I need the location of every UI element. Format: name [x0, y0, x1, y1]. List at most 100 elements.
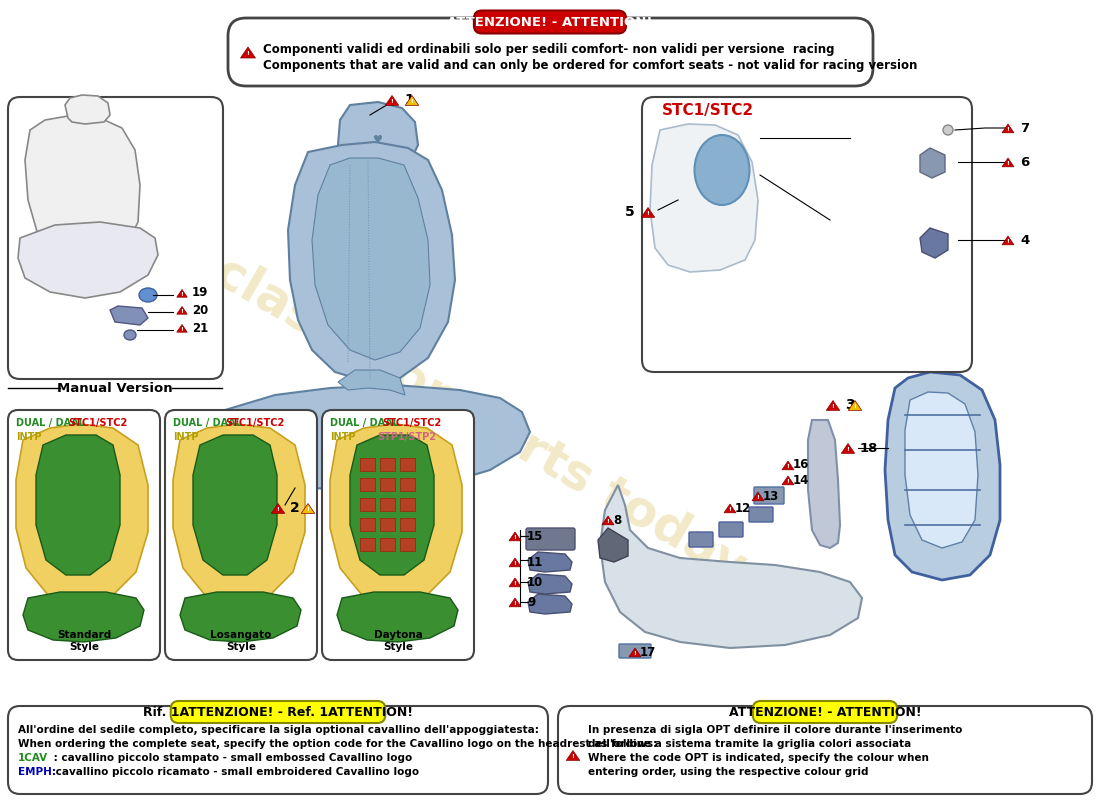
- Text: dell'ordine a sistema tramite la griglia colori associata: dell'ordine a sistema tramite la griglia…: [588, 739, 911, 749]
- Polygon shape: [177, 306, 187, 314]
- Text: Losangato
Style: Losangato Style: [210, 630, 272, 652]
- Bar: [360, 538, 375, 551]
- Bar: [400, 518, 415, 531]
- Text: All'ordine del sedile completo, specificare la sigla optional cavallino dell'app: All'ordine del sedile completo, specific…: [18, 725, 539, 735]
- Text: ATTENZIONE! - ATTENTION!: ATTENZIONE! - ATTENTION!: [448, 15, 652, 29]
- Text: ♥: ♥: [373, 135, 383, 145]
- Polygon shape: [509, 578, 521, 586]
- Polygon shape: [272, 503, 285, 514]
- Text: 1: 1: [404, 93, 414, 107]
- Polygon shape: [338, 102, 418, 172]
- Polygon shape: [600, 485, 862, 648]
- Text: !: !: [634, 650, 637, 656]
- Text: 5: 5: [625, 205, 635, 219]
- Polygon shape: [920, 228, 948, 258]
- Polygon shape: [177, 325, 187, 332]
- Text: 9: 9: [527, 595, 536, 609]
- Polygon shape: [1002, 124, 1014, 133]
- Polygon shape: [1002, 158, 1014, 166]
- Polygon shape: [18, 222, 158, 298]
- Bar: [360, 478, 375, 491]
- Polygon shape: [782, 461, 794, 470]
- FancyBboxPatch shape: [8, 706, 548, 794]
- Polygon shape: [641, 207, 654, 218]
- Polygon shape: [16, 424, 148, 602]
- Text: !: !: [276, 507, 279, 512]
- Circle shape: [943, 125, 953, 135]
- Polygon shape: [920, 148, 945, 178]
- Text: : cavallino piccolo stampato - small embossed Cavallino logo: : cavallino piccolo stampato - small emb…: [50, 753, 412, 763]
- Text: !: !: [1006, 238, 1010, 244]
- FancyBboxPatch shape: [642, 97, 972, 372]
- Polygon shape: [337, 592, 458, 642]
- Text: ATTENZIONE! - ATTENTION!: ATTENZIONE! - ATTENTION!: [728, 706, 922, 718]
- Text: !: !: [786, 464, 790, 469]
- Polygon shape: [808, 420, 840, 548]
- FancyBboxPatch shape: [165, 410, 317, 660]
- Polygon shape: [312, 158, 430, 360]
- Text: 20: 20: [192, 303, 208, 317]
- Text: Componenti validi ed ordinabili solo per sedili comfort- non validi per versione: Componenti validi ed ordinabili solo per…: [263, 43, 835, 57]
- Polygon shape: [650, 124, 758, 272]
- Text: 3: 3: [845, 398, 855, 412]
- Text: Where the code OPT is indicated, specify the colour when: Where the code OPT is indicated, specify…: [588, 753, 928, 763]
- Ellipse shape: [694, 135, 749, 205]
- Bar: [360, 458, 375, 471]
- Text: 18: 18: [860, 442, 879, 454]
- Polygon shape: [566, 750, 580, 760]
- Text: !: !: [514, 601, 516, 606]
- Bar: [379, 478, 395, 491]
- Text: !: !: [514, 534, 516, 540]
- Ellipse shape: [139, 288, 157, 302]
- Polygon shape: [509, 532, 521, 541]
- Polygon shape: [782, 476, 794, 485]
- Polygon shape: [180, 592, 301, 642]
- Text: !: !: [832, 404, 835, 409]
- Polygon shape: [509, 558, 521, 566]
- FancyBboxPatch shape: [749, 507, 773, 522]
- Bar: [400, 538, 415, 551]
- FancyBboxPatch shape: [719, 522, 742, 537]
- Text: 1CAV: 1CAV: [18, 753, 48, 763]
- Text: 8: 8: [613, 514, 621, 526]
- Polygon shape: [1002, 236, 1014, 245]
- Text: !: !: [786, 478, 790, 484]
- FancyBboxPatch shape: [474, 10, 626, 34]
- Bar: [379, 518, 395, 531]
- Text: Daytona
Style: Daytona Style: [374, 630, 422, 652]
- Text: !: !: [1006, 126, 1010, 132]
- Polygon shape: [110, 306, 148, 325]
- Text: STC1/STC2: STC1/STC2: [662, 102, 755, 118]
- Text: INTP: INTP: [173, 432, 198, 442]
- Text: When ordering the complete seat, specify the option code for the Cavallino logo : When ordering the complete seat, specify…: [18, 739, 658, 749]
- Text: !: !: [854, 404, 857, 409]
- Text: EMPH:: EMPH:: [18, 767, 56, 777]
- Text: !: !: [847, 447, 849, 452]
- Text: 16: 16: [793, 458, 810, 471]
- Polygon shape: [724, 504, 736, 513]
- Text: 10: 10: [527, 575, 543, 589]
- Text: 2: 2: [290, 501, 299, 515]
- Bar: [400, 458, 415, 471]
- Bar: [379, 458, 395, 471]
- Text: Standard
Style: Standard Style: [57, 630, 111, 652]
- Polygon shape: [173, 424, 305, 602]
- FancyBboxPatch shape: [228, 18, 873, 86]
- Text: !: !: [572, 754, 574, 759]
- Polygon shape: [905, 392, 978, 548]
- Text: 11: 11: [527, 555, 543, 569]
- Polygon shape: [65, 95, 110, 124]
- Bar: [400, 498, 415, 511]
- FancyBboxPatch shape: [8, 97, 223, 379]
- Text: Manual Version: Manual Version: [57, 382, 173, 394]
- Text: 13: 13: [763, 490, 779, 502]
- Text: DUAL / DAAL: DUAL / DAAL: [173, 418, 242, 428]
- Text: STP1/STP2: STP1/STP2: [377, 432, 436, 442]
- FancyBboxPatch shape: [322, 410, 474, 660]
- Bar: [379, 538, 395, 551]
- FancyBboxPatch shape: [170, 701, 385, 723]
- FancyBboxPatch shape: [689, 532, 713, 547]
- Polygon shape: [301, 503, 315, 514]
- Text: !: !: [606, 518, 609, 524]
- Text: !: !: [728, 506, 732, 512]
